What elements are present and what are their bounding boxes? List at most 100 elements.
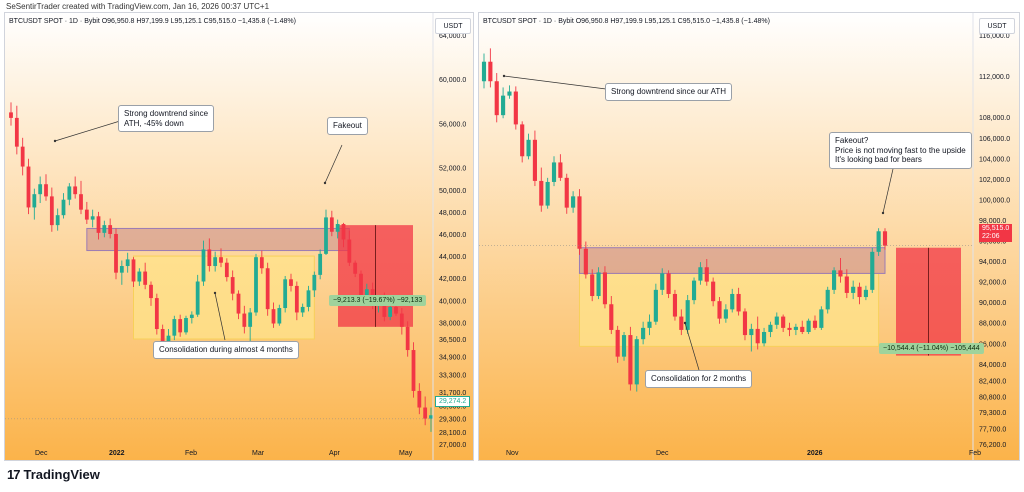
y-tick-label: 46,000.0 [439, 232, 466, 239]
candle-body [545, 181, 550, 206]
tradingview-logo[interactable]: 17 TradingView [7, 467, 100, 482]
candle-body [294, 285, 299, 313]
candle-body [353, 262, 358, 274]
candle-body [96, 216, 101, 233]
annotation-pointer [324, 144, 343, 184]
candle-body [388, 306, 393, 317]
candle-body [178, 319, 183, 333]
candle-body [114, 233, 118, 273]
annotation-pointer [882, 168, 894, 214]
x-tick-label: Feb [185, 450, 197, 457]
countdown-right: 22:06 [982, 233, 1000, 241]
chart-panel-right[interactable]: 116,000.0 112,000.0 108,000.0 106,000.0 104,… [478, 12, 1020, 461]
candle-body [723, 309, 728, 319]
candle-body [49, 196, 54, 226]
candle-body [819, 309, 824, 328]
y-tick-label: 33,300.0 [439, 372, 466, 379]
y-tick-label: 34,900.0 [439, 355, 466, 362]
currency-button-left[interactable]: USDT [435, 18, 471, 34]
candle-body [520, 124, 525, 157]
candle-body [341, 224, 346, 240]
candle-body [318, 253, 323, 275]
candle-body [429, 415, 433, 419]
annotation-fakeout-left[interactable]: Fakeout [327, 117, 368, 135]
candle-body [730, 293, 735, 310]
candle-body [857, 286, 862, 298]
y-tick-label: 102,000.0 [979, 177, 1010, 184]
candle-body [137, 271, 142, 282]
y-tick-label: 27,000.0 [439, 442, 466, 449]
candle-body [335, 224, 340, 232]
candle-body [736, 293, 741, 312]
chart-left-canvas[interactable]: 64,000.0 60,000.0 56,000.0 52,000.0 50,000.0… [5, 13, 473, 460]
candle-body [347, 239, 352, 263]
annotation-pointer-dot [323, 181, 327, 185]
candle-body [32, 194, 37, 208]
candle-body [417, 390, 422, 408]
annotation-downtrend-right[interactable]: Strong downtrend since our ATH [605, 83, 733, 101]
x-tick-label: Dec [35, 450, 48, 457]
candle-body [277, 308, 282, 324]
y-tick-label: 28,100.0 [439, 430, 466, 437]
candle-body [532, 139, 537, 181]
y-tick-label: 44,000.0 [439, 254, 466, 261]
annotation-pointer [214, 292, 226, 341]
y-tick-label: 106,000.0 [979, 136, 1010, 143]
candle-body [38, 184, 43, 195]
consolidation-zone [578, 272, 880, 347]
candle-body [61, 199, 66, 216]
candle-body [717, 301, 722, 319]
candle-body [184, 317, 188, 333]
candle-body [628, 335, 633, 385]
candle-body [876, 231, 881, 252]
candle-body [108, 225, 113, 234]
candle-body [248, 312, 253, 327]
y-tick-label: 29,300.0 [439, 417, 466, 424]
candle-body [768, 324, 773, 332]
annotation-pointer [54, 120, 121, 142]
candle-body [20, 146, 25, 167]
candle-body [526, 139, 531, 157]
candle-body [590, 274, 595, 297]
y-tick-label: 92,000.0 [979, 280, 1006, 287]
annotation-consolidation-left[interactable]: Consolidation during almost 4 months [153, 341, 299, 359]
candle-body [800, 326, 805, 332]
candle-body [615, 329, 620, 357]
candle-body [359, 273, 363, 300]
annotation-downtrend-left[interactable]: Strong downtrend since ATH, -45% down [118, 105, 215, 133]
candle-body [787, 327, 792, 330]
y-tick-label: 94,000.0 [979, 259, 1006, 266]
candle-body [774, 316, 779, 325]
candle-body [195, 281, 200, 315]
candle-body [283, 279, 288, 309]
annotation-consolidation-right[interactable]: Consolidation for 2 months [645, 370, 753, 388]
candle-body [382, 299, 387, 317]
candle-body [405, 326, 410, 351]
candle-body [602, 272, 608, 305]
chart-panel-left[interactable]: 64,000.0 60,000.0 56,000.0 52,000.0 50,000.0… [4, 12, 474, 461]
candle-body [571, 196, 576, 208]
candle-body [583, 248, 588, 275]
candle-body [704, 267, 709, 282]
candle-body [312, 274, 317, 291]
annotation-fakeout-right[interactable]: Fakeout? Price is not moving fast to the… [829, 132, 972, 169]
candle-body [236, 293, 241, 314]
currency-button-right[interactable]: USDT [979, 18, 1015, 34]
candle-body [102, 225, 107, 233]
candle-body [832, 270, 837, 290]
symbol-line-left: BTCUSDT SPOT · 1D · Bybit O96,950.8 H97,… [9, 18, 296, 25]
y-tick-label: 76,200.0 [979, 442, 1006, 449]
candle-body [742, 311, 748, 336]
candle-body [329, 217, 334, 232]
candle-body [289, 279, 293, 286]
candle-body [84, 209, 89, 220]
y-tick-label: 48,000.0 [439, 210, 466, 217]
y-tick-label: 60,000.0 [439, 77, 466, 84]
y-tick-label: 31,700.0 [439, 390, 466, 397]
y-tick-label: 108,000.0 [979, 115, 1010, 122]
chart-right-canvas[interactable]: 116,000.0 112,000.0 108,000.0 106,000.0 104,… [479, 13, 1019, 460]
tradingview-wordmark: TradingView [23, 467, 100, 482]
annotation-pointer-dot [683, 321, 687, 325]
chart-background [479, 13, 1019, 460]
y-tick-label: 80,800.0 [979, 395, 1006, 402]
